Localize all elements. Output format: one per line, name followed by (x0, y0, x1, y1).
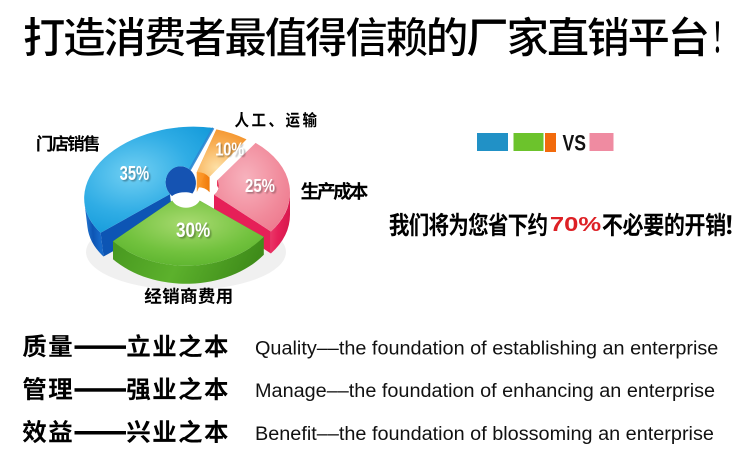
svg-text:Manage––the foundation of enha: Manage––the foundation of enhancing an e… (255, 380, 715, 402)
svg-text:25%: 25% (247, 178, 277, 198)
svg-text:35%: 35% (120, 163, 150, 185)
svg-text:25%: 25% (245, 176, 275, 196)
svg-text:Quality––the foundation of est: Quality––the foundation of establishing … (255, 337, 718, 359)
svg-text:Benefit––the foundation of blo: Benefit––the foundation of blossoming an… (255, 423, 714, 445)
svg-text:10%: 10% (217, 141, 246, 161)
svg-text:10%: 10% (215, 139, 244, 159)
svg-text:30%: 30% (178, 220, 212, 244)
svg-text:VS: VS (563, 131, 587, 156)
svg-text:35%: 35% (121, 165, 151, 187)
svg-text:70%: 70% (550, 214, 601, 236)
svg-text:30%: 30% (176, 218, 210, 242)
